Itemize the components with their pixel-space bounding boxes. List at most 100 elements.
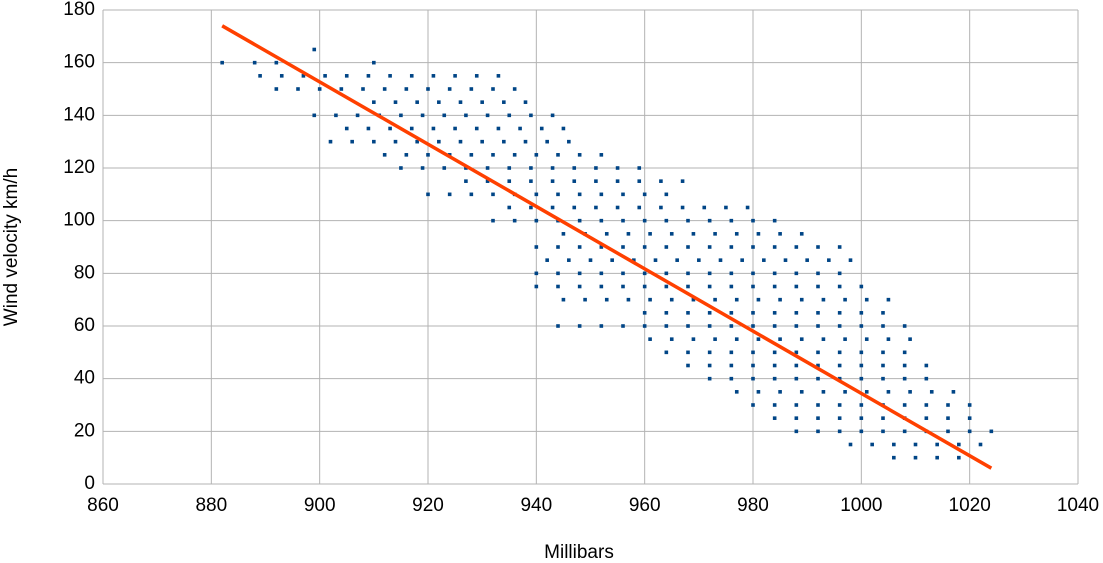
point: [691, 232, 696, 236]
point: [924, 376, 929, 381]
point: [707, 350, 712, 355]
point: [491, 192, 495, 197]
point: [794, 363, 799, 368]
point: [686, 218, 690, 223]
point: [388, 126, 392, 131]
point: [946, 416, 950, 420]
point: [707, 218, 712, 223]
point: [372, 100, 376, 104]
point: [908, 337, 912, 341]
point: [469, 87, 474, 91]
point: [529, 179, 533, 183]
x-tick-label: 920: [412, 495, 444, 516]
point: [707, 324, 712, 328]
point: [415, 100, 419, 104]
point: [274, 87, 279, 91]
point: [859, 403, 864, 407]
point: [902, 324, 907, 328]
point: [751, 284, 755, 289]
point: [799, 390, 804, 394]
point: [967, 416, 972, 420]
point: [816, 324, 820, 328]
point: [816, 363, 820, 368]
point: [935, 442, 939, 447]
point: [881, 429, 885, 434]
point: [453, 74, 457, 78]
point: [778, 337, 782, 341]
point: [431, 126, 436, 131]
point: [957, 442, 961, 447]
point: [594, 179, 598, 183]
point: [902, 429, 907, 434]
point: [729, 324, 734, 328]
point: [946, 429, 950, 434]
point: [572, 179, 577, 183]
point: [707, 284, 712, 289]
point: [437, 100, 441, 104]
point: [437, 139, 441, 144]
point: [794, 350, 799, 355]
point: [751, 376, 755, 381]
point: [816, 284, 820, 289]
point: [382, 87, 387, 91]
point: [621, 284, 625, 289]
point: [740, 258, 744, 262]
point: [751, 363, 755, 368]
point: [837, 429, 842, 434]
point: [512, 218, 517, 223]
point: [323, 74, 327, 78]
x-tick-label: 860: [87, 495, 119, 516]
point: [837, 363, 842, 368]
point: [664, 324, 669, 328]
point: [561, 126, 566, 131]
point: [908, 390, 912, 394]
point: [859, 324, 864, 328]
point: [989, 429, 994, 434]
point: [355, 113, 360, 118]
point: [577, 192, 582, 197]
point: [577, 245, 582, 249]
point: [409, 74, 414, 78]
point: [404, 87, 409, 91]
point: [626, 232, 631, 236]
point: [312, 113, 317, 118]
point: [772, 403, 777, 407]
point: [426, 87, 430, 91]
point: [686, 245, 690, 249]
point: [572, 205, 577, 210]
point: [529, 166, 533, 170]
point: [751, 218, 755, 223]
point: [762, 258, 766, 262]
y-axis-title: Wind velocity km/h: [1, 168, 22, 326]
point: [317, 87, 322, 91]
point: [816, 245, 820, 249]
point: [913, 455, 918, 460]
y-tick-label: 140: [63, 104, 95, 125]
point: [296, 87, 300, 91]
point: [626, 297, 631, 302]
point: [837, 403, 842, 407]
point: [447, 192, 452, 197]
point: [312, 47, 317, 52]
point: [550, 166, 555, 170]
point: [718, 258, 723, 262]
point: [469, 153, 474, 157]
trend-line: [221, 24, 993, 470]
point: [745, 205, 750, 210]
point: [512, 87, 517, 91]
point: [577, 284, 582, 289]
point: [794, 271, 799, 276]
y-tick-label: 80: [74, 262, 95, 283]
point: [550, 113, 555, 118]
point: [399, 113, 403, 118]
point: [707, 363, 712, 368]
point: [837, 376, 842, 381]
point: [567, 258, 571, 262]
point: [794, 376, 799, 381]
point: [816, 403, 820, 407]
point: [978, 442, 983, 447]
point: [816, 311, 820, 315]
point: [664, 311, 669, 315]
